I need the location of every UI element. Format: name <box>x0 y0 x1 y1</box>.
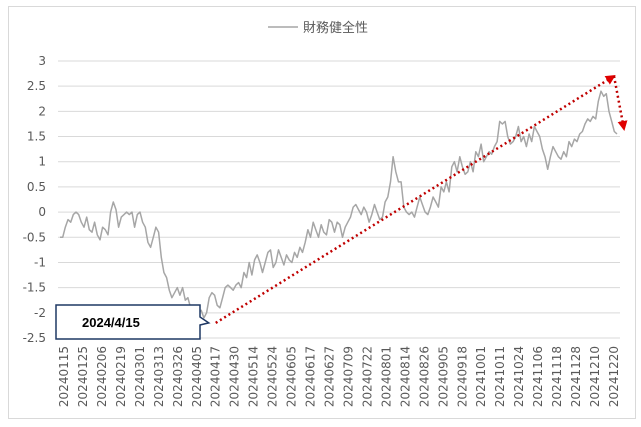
x-tick-label: 20240206 <box>95 346 109 407</box>
x-tick-label: 20240617 <box>304 346 318 407</box>
x-tick-label: 20240709 <box>341 346 355 407</box>
series-layer <box>60 90 618 319</box>
trend-arrow <box>612 75 628 131</box>
x-tick-label: 20240430 <box>228 346 242 407</box>
x-tick-label: 20240125 <box>76 346 90 407</box>
y-tick-label: -1.5 <box>23 281 46 295</box>
y-tick-label: 1 <box>38 155 46 169</box>
x-tick-label: 20240115 <box>57 346 71 407</box>
y-tick-label: -1 <box>34 255 46 269</box>
x-tick-label: 20240722 <box>360 346 374 407</box>
y-tick-label: -2.5 <box>23 331 46 345</box>
x-tick-label: 20241210 <box>588 346 602 407</box>
x-tick-label: 20240905 <box>436 346 450 407</box>
x-tick-label: 20240605 <box>285 346 299 407</box>
x-tick-label: 20240405 <box>190 346 204 407</box>
y-axis-ticks: 3 2.5 2 1.5 1 0.5 0 -0.5 -1 -1.5 -2 -2.5 <box>23 54 46 345</box>
y-tick-label: 2 <box>38 104 46 118</box>
y-tick-label: -0.5 <box>23 230 46 244</box>
series-line-financial-health <box>60 90 618 319</box>
x-tick-label: 20241220 <box>607 346 621 407</box>
x-tick-label: 20240627 <box>323 346 337 407</box>
callout-label: 2024/4/15 <box>82 315 140 330</box>
x-axis-ticks: 20240115 20240125 20240206 20240219 20240301… <box>57 346 621 407</box>
legend-label: 財務健全性 <box>303 20 368 36</box>
trend-arrow <box>215 75 616 324</box>
y-tick-label: 3 <box>38 54 46 68</box>
x-tick-label: 20240524 <box>266 346 280 407</box>
y-tick-label: 2.5 <box>27 79 46 93</box>
x-tick-label: 20240801 <box>379 346 393 407</box>
x-tick-label: 20240826 <box>417 346 431 407</box>
x-tick-label: 20240814 <box>398 346 412 407</box>
gridlines <box>58 60 620 339</box>
y-tick-label: 1.5 <box>27 130 46 144</box>
y-tick-label: -2 <box>34 306 46 320</box>
legend: 財務健全性 <box>268 20 368 36</box>
x-tick-label: 20241106 <box>531 346 545 407</box>
y-tick-label: 0 <box>38 205 46 219</box>
x-tick-label: 20241128 <box>569 346 583 407</box>
x-tick-label: 20240326 <box>171 346 185 407</box>
x-tick-label: 20240313 <box>152 346 166 407</box>
callout-box <box>55 304 211 340</box>
x-tick-label: 20240918 <box>455 346 469 407</box>
annotations-layer: 2024/4/15 <box>55 75 628 340</box>
x-tick-label: 20240417 <box>209 346 223 407</box>
x-tick-label: 20241118 <box>550 346 564 407</box>
x-tick-label: 20240301 <box>133 346 147 407</box>
x-tick-label: 20240219 <box>114 346 128 407</box>
y-tick-label: 0.5 <box>27 180 46 194</box>
x-tick-label: 20240514 <box>247 346 261 407</box>
date-callout: 2024/4/15 <box>55 304 211 340</box>
x-tick-label: 20241001 <box>474 346 488 407</box>
x-tick-label: 20241011 <box>493 346 507 407</box>
x-tick-label: 20241024 <box>512 346 526 407</box>
